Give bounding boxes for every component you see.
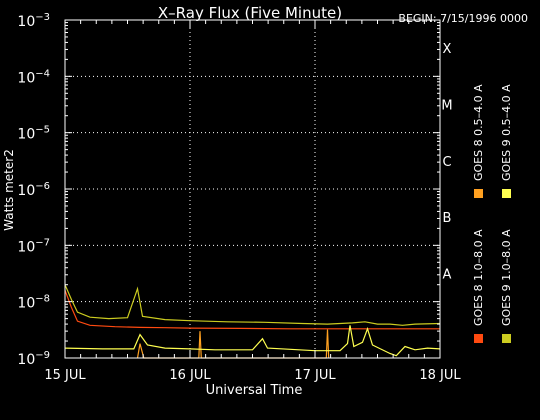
axis-labels: 10−9 10−8 10−7 10−6 10−5 10−4 10−3 15 JUL 16 JUL…: [17, 12, 461, 383]
legend-label: GOES 9 1.0–8.0 A: [500, 229, 513, 326]
begin-label: BEGIN: 7/15/1996 0000: [398, 12, 528, 25]
y-tick-label: 10−6: [17, 181, 50, 199]
flare-class-label: M: [441, 99, 452, 114]
legend-swatch: [502, 189, 511, 198]
legend-swatch: [474, 189, 483, 198]
x-axis-title: Universal Time: [206, 383, 303, 398]
series-line: [64, 284, 441, 326]
legend: GOES 8 1.0–8.0 A GOES 8 0.5–4.0 A GOES 9 1…: [472, 84, 513, 343]
y-tick-label: 10−8: [17, 294, 50, 312]
y-axis-title: Watts meter2: [2, 149, 16, 231]
legend-label: GOES 9 0.5–4.0 A: [500, 84, 513, 181]
axis-ticks: [64, 19, 441, 359]
x-tick-label: 16 JUL: [169, 368, 211, 383]
grid-lines: [65, 20, 440, 358]
flare-class-label: B: [443, 211, 452, 226]
series-line: [136, 329, 330, 359]
legend-label: GOES 8 1.0–8.0 A: [472, 229, 485, 326]
series-line: [64, 289, 440, 330]
chart-title: X–Ray Flux (Five Minute): [158, 4, 342, 22]
x-tick-label: 15 JUL: [44, 368, 86, 383]
y-tick-label: 10−4: [17, 68, 50, 86]
y-tick-label: 10−3: [17, 12, 50, 30]
legend-label: GOES 8 0.5–4.0 A: [472, 84, 485, 181]
x-tick-label: 18 JUL: [419, 368, 461, 383]
x-tick-label: 17 JUL: [294, 368, 336, 383]
flare-class-label: X: [443, 42, 452, 57]
data-series: [64, 284, 441, 359]
y-tick-label: 10−7: [17, 237, 50, 255]
series-line: [64, 325, 441, 357]
y-tick-label: 10−5: [17, 125, 50, 143]
legend-swatch: [474, 334, 483, 343]
y-tick-label: 10−9: [17, 350, 50, 368]
legend-swatch: [502, 334, 511, 343]
flare-class-label: C: [442, 155, 451, 170]
flare-class-label: A: [443, 268, 452, 283]
